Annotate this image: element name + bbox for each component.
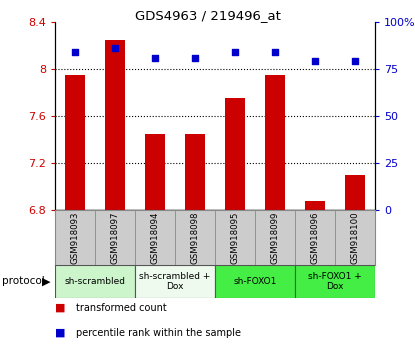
Bar: [215, 265, 295, 298]
Point: [232, 49, 238, 55]
Bar: [295, 265, 375, 298]
Point: [272, 49, 278, 55]
Text: sh-FOXO1: sh-FOXO1: [233, 277, 277, 286]
Text: GSM918099: GSM918099: [271, 211, 279, 264]
Text: GSM918098: GSM918098: [190, 211, 200, 264]
Text: GSM918093: GSM918093: [71, 211, 80, 264]
Bar: [185, 133, 205, 210]
Text: GSM918095: GSM918095: [230, 211, 239, 264]
Text: ■: ■: [55, 328, 66, 338]
Text: GSM918097: GSM918097: [110, 211, 120, 264]
Bar: [345, 175, 365, 210]
Text: ■: ■: [55, 303, 66, 313]
Text: GDS4963 / 219496_at: GDS4963 / 219496_at: [134, 9, 281, 22]
Bar: [135, 265, 215, 298]
Text: sh-scrambled: sh-scrambled: [64, 277, 125, 286]
Text: sh-scrambled +
Dox: sh-scrambled + Dox: [139, 272, 211, 291]
Point: [72, 49, 78, 55]
Point: [112, 45, 118, 51]
Point: [352, 59, 358, 64]
Bar: [305, 201, 325, 210]
Bar: [105, 40, 125, 210]
Text: GSM918100: GSM918100: [351, 211, 359, 264]
Text: transformed count: transformed count: [76, 303, 166, 313]
Text: sh-FOXO1 +
Dox: sh-FOXO1 + Dox: [308, 272, 362, 291]
Point: [151, 55, 158, 61]
Text: percentile rank within the sample: percentile rank within the sample: [76, 328, 241, 338]
Bar: [145, 133, 165, 210]
Bar: [225, 98, 245, 210]
Text: GSM918096: GSM918096: [310, 211, 320, 264]
Point: [312, 59, 318, 64]
Bar: [55, 265, 135, 298]
Bar: [265, 75, 285, 210]
Text: ▶: ▶: [42, 276, 51, 286]
Point: [192, 55, 198, 61]
Text: GSM918094: GSM918094: [151, 211, 159, 264]
Text: protocol: protocol: [2, 276, 45, 286]
Bar: [65, 75, 85, 210]
